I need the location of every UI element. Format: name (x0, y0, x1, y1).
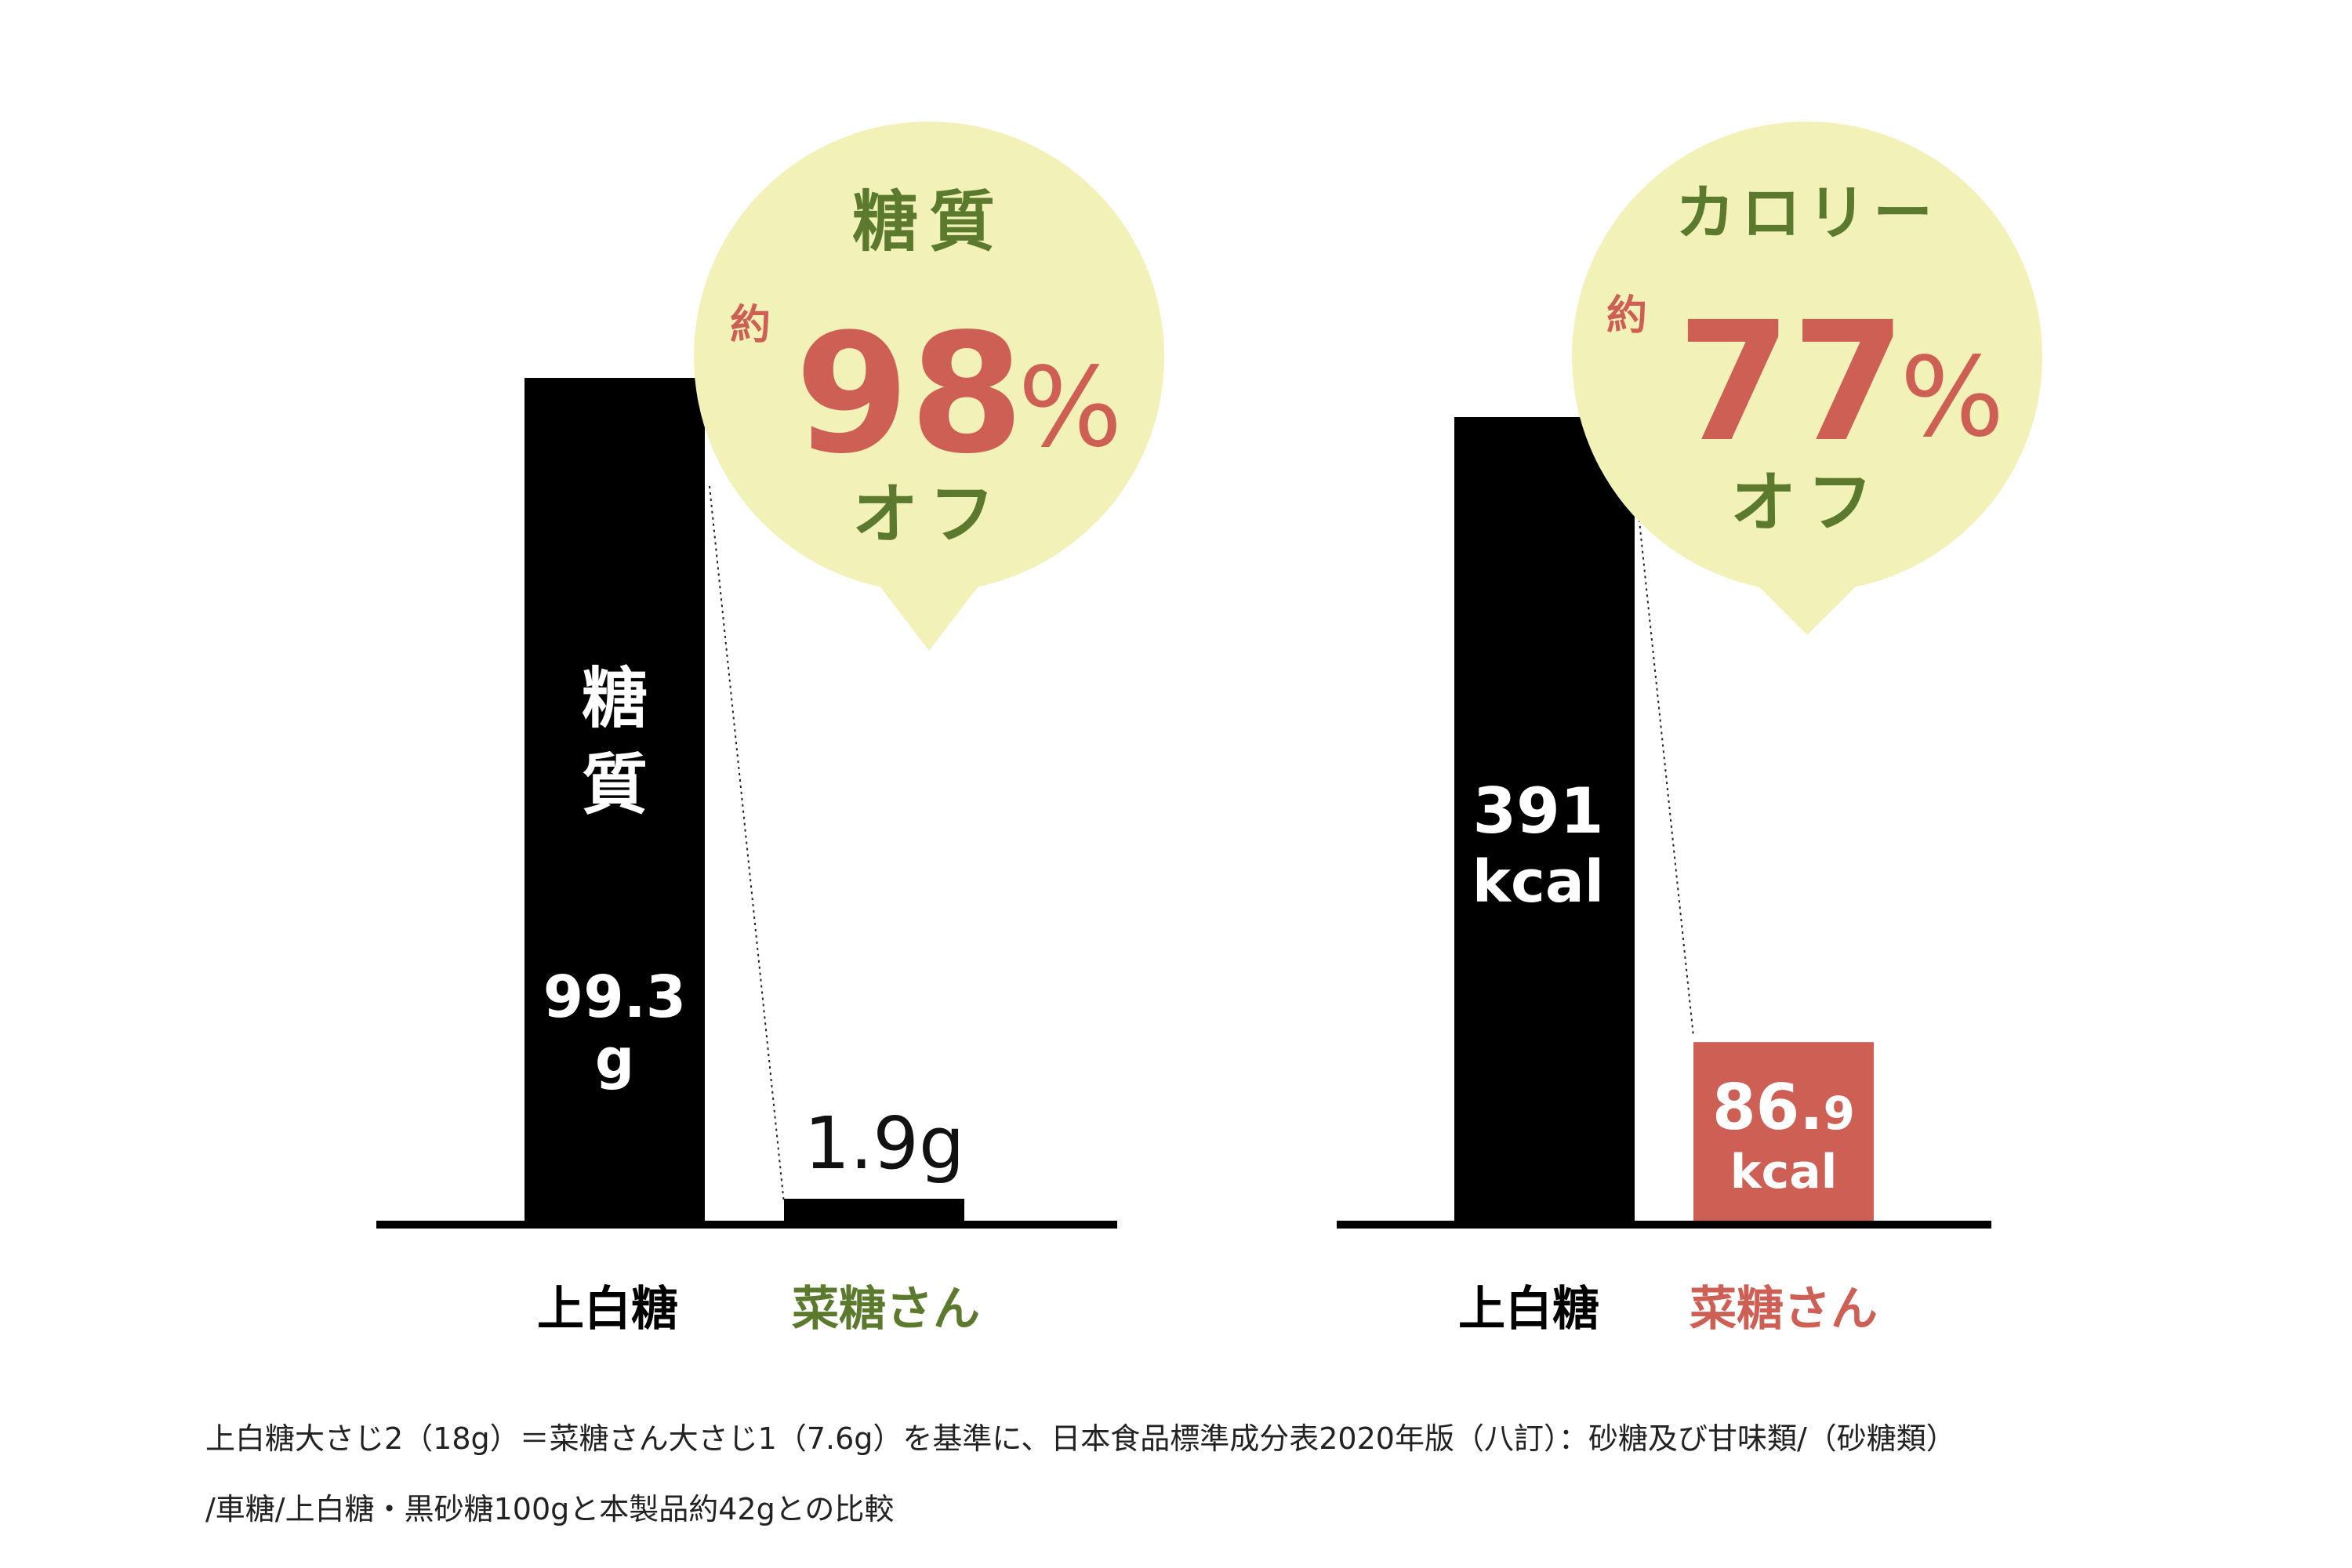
bar-value-main: 86. (1712, 1071, 1824, 1144)
sugar-reduction-callout: 糖質 約 98 % オフ (694, 122, 1164, 651)
footnote-line: 上白糖大さじ2（18g）＝菜糖さん大さじ1（7.6g）を基準に、日本食品標準成分… (205, 1421, 1956, 1456)
callout-suffix: オフ (852, 476, 1006, 553)
bar-value-label: 391 (1473, 775, 1604, 848)
calorie-reduction-callout: カロリー 約 77 % オフ (1572, 122, 2042, 635)
category-label-natousan: 菜糖さん (1690, 1282, 1878, 1337)
bar-value-decimal: 9 (1824, 1087, 1855, 1140)
category-label-jouhakutou: 上白糖 (1458, 1282, 1599, 1337)
category-label-jouhakutou: 上白糖 (537, 1282, 678, 1337)
callout-percent: % (1900, 334, 2004, 462)
bar-value-label: 99.3 (543, 964, 687, 1031)
callout-pointer (1756, 584, 1858, 635)
callout-prefix: 約 (730, 302, 771, 349)
callout-number: 77 (1677, 286, 1906, 478)
sugar-chart: 糖 質 99.3 g 1.9g 上白糖 菜糖さん 糖質 約 98 % オフ (376, 122, 1164, 1337)
category-label-natousan: 菜糖さん (792, 1282, 980, 1337)
bar-unit-label: g (595, 1027, 634, 1091)
callout-bubble (1572, 122, 2042, 592)
callout-title: 糖質 (852, 183, 1006, 260)
callout-number: 98 (795, 298, 1024, 490)
callout-title: カロリー (1675, 178, 1939, 248)
callout-bubble (694, 122, 1164, 592)
bar-value-label: 86.9 (1712, 1071, 1855, 1144)
bar-value-label: 1.9g (804, 1102, 965, 1185)
bar-unit-label: kcal (1730, 1145, 1838, 1200)
callout-prefix: 約 (1606, 292, 1647, 339)
dotted-connector (709, 485, 785, 1204)
bar-unit-label: kcal (1472, 848, 1604, 916)
bar-jouhakutou-calorie (1454, 417, 1635, 1221)
bar-jouhakutou-sugar (524, 378, 705, 1221)
footnote: 上白糖大さじ2（18g）＝菜糖さん大さじ1（7.6g）を基準に、日本食品標準成分… (205, 1403, 2165, 1544)
callout-pointer (878, 584, 980, 651)
bar-title-char-2: 質 (582, 746, 648, 823)
bar-title-char-1: 糖 (582, 660, 648, 737)
bar-natousan-calorie (1693, 1042, 1874, 1221)
calorie-chart: 391 kcal 86.9 kcal 上白糖 菜糖さん カロリー 約 77 % … (1337, 122, 2042, 1337)
bar-natousan-sugar (784, 1199, 964, 1221)
dotted-connector (1638, 513, 1694, 1037)
footnote-line: /車糖/上白糖・黒砂糖100gと本製品約42gとの比較 (205, 1492, 895, 1526)
callout-suffix: オフ (1730, 464, 1884, 541)
callout-percent: % (1018, 344, 1122, 472)
